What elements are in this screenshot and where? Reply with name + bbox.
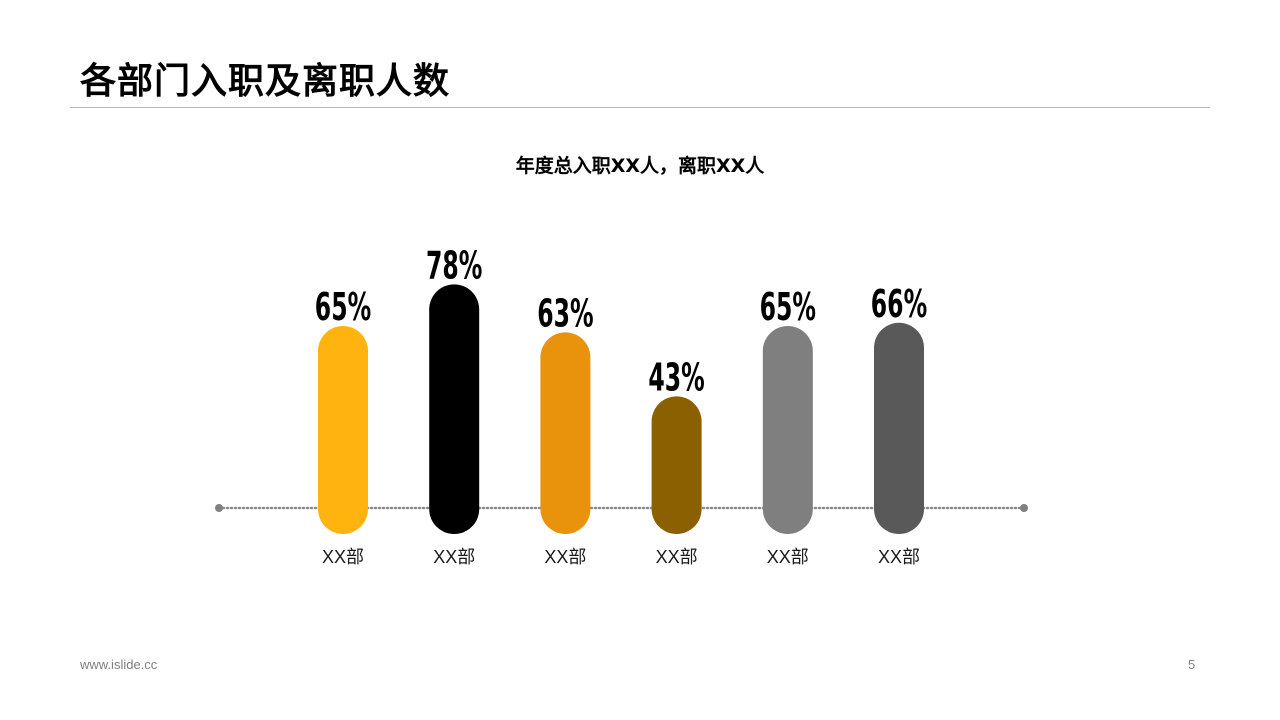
category-label-5: XX部 [767,547,809,567]
bar-4 [651,396,702,534]
bar-value-label-6: 66% [871,283,927,326]
bar-value-label-2: 78% [426,245,482,288]
bar-value-label-1: 65% [315,286,371,329]
category-label-4: XX部 [656,547,698,567]
bar-value-label-5: 65% [760,286,816,329]
bar-value-label-4: 43% [648,357,704,400]
category-label-2: XX部 [433,547,475,567]
footer-url[interactable]: www.islide.cc [80,657,158,672]
bar-value-label-3: 63% [537,293,593,336]
title-divider [70,107,1210,108]
category-label-1: XX部 [322,547,364,567]
bar-1 [318,326,368,534]
category-label-6: XX部 [878,547,920,567]
bar-2 [429,284,480,534]
bar-3 [540,332,591,534]
chart-title: 年度总入职XX人，离职XX人 [515,155,765,177]
page-number: 5 [1188,657,1196,672]
page-title: 各部门入职及离职人数 [80,61,451,102]
bar-6 [874,322,924,534]
category-label-3: XX部 [544,547,586,567]
bar-5 [762,326,813,534]
axis-start-dot [215,504,223,512]
axis-end-dot [1020,504,1028,512]
